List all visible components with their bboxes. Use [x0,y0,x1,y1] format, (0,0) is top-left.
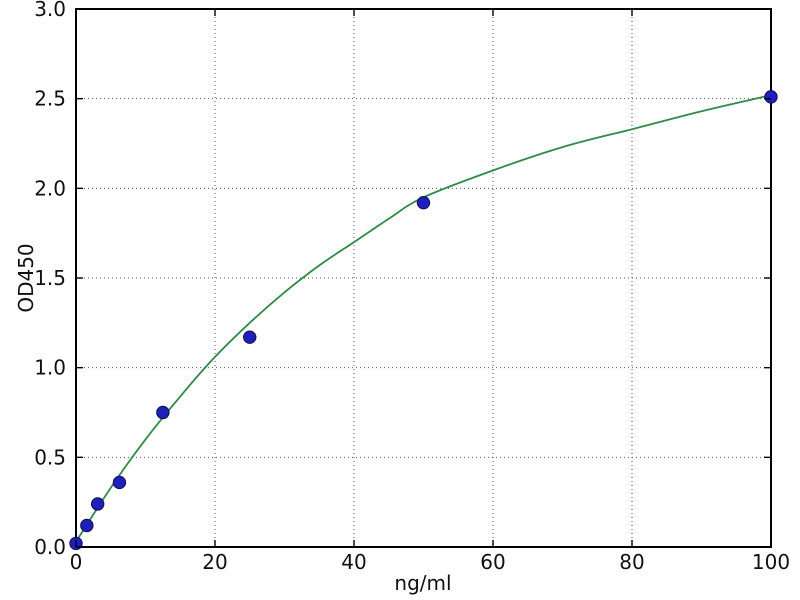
y-tick-label-0.5: 0.5 [34,445,66,469]
x-tick-label-100: 100 [752,550,790,574]
data-point-1.56ngml [80,518,94,533]
x-tick-label-80: 80 [619,550,644,574]
data-point-12.5ngml [156,405,170,420]
fit-curve [75,94,772,543]
data-point-3.12ngml [90,497,105,511]
x-tick-label-20: 20 [202,550,227,574]
x-axis-label: ng/ml [394,571,451,595]
series-layer [69,90,778,551]
tick-label-layer: 0 20 40 60 80 100 0.0 0.5 1.0 1.5 2.0 2.5 3.0 [34,0,790,574]
tick-layer [75,8,772,548]
x-tick-label-60: 60 [480,550,505,574]
x-tick-label-0: 0 [70,550,83,574]
y-axis-label: OD450 [14,243,38,312]
data-point-25ngml [243,330,257,344]
grid-layer [76,9,771,547]
y-tick-label-1.5: 1.5 [34,266,66,290]
y-tick-label-2.0: 2.0 [34,176,66,200]
y-tick-label-0.0: 0.0 [34,535,66,559]
data-point-50ngml [416,195,431,210]
x-tick-label-40: 40 [341,550,366,574]
y-tick-label-1.0: 1.0 [34,356,66,380]
y-tick-label-3.0: 3.0 [34,0,66,21]
data-point-6.25ngml [112,475,127,490]
data-point-100ngml [764,90,778,104]
y-tick-label-2.5: 2.5 [34,87,66,111]
